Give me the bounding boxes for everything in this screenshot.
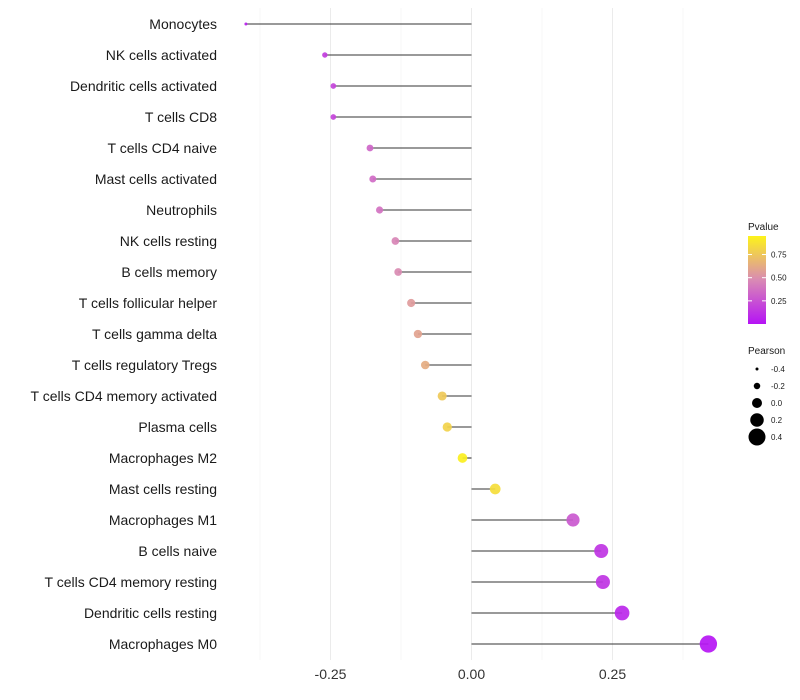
- category-label: T cells regulatory Tregs: [72, 357, 217, 373]
- size-legend-label: 0.2: [771, 416, 783, 425]
- size-legend-label: -0.2: [771, 382, 785, 391]
- category-label: Neutrophils: [146, 202, 217, 218]
- pearson-legend: Pearson -0.4 -0.2 0.0 0.2 0.4: [748, 346, 785, 446]
- lollipop-point: [566, 513, 580, 527]
- category-label: Dendritic cells resting: [84, 605, 217, 621]
- colorbar-tick-label: 0.50: [771, 274, 787, 283]
- lollipop-point: [375, 206, 384, 214]
- category-labels: Monocytes NK cells activated Dendritic cel…: [31, 16, 218, 652]
- lollipop-points: [244, 22, 718, 653]
- lollipop-point: [369, 175, 377, 183]
- category-label: B cells memory: [121, 264, 217, 280]
- lollipop-point: [437, 391, 447, 401]
- lollipop-point: [595, 574, 610, 590]
- category-label: T cells CD4 naive: [108, 140, 218, 156]
- category-label: T cells CD4 memory activated: [31, 388, 217, 404]
- category-label: T cells CD8: [145, 109, 217, 125]
- lollipop-point: [699, 635, 718, 653]
- lollipop-point: [322, 52, 328, 58]
- lollipop-point: [457, 453, 468, 463]
- lollipop-stems: [245, 23, 709, 645]
- size-legend-dot: [755, 367, 759, 371]
- lollipop-point: [330, 83, 337, 89]
- size-legend-dot: [748, 428, 766, 446]
- lollipop-point: [614, 605, 630, 621]
- category-label: Dendritic cells activated: [70, 78, 217, 94]
- size-legend-dot: [750, 413, 764, 427]
- size-legend-label: 0.4: [771, 433, 783, 442]
- lollipop-point: [442, 422, 452, 432]
- size-legend-dot: [753, 382, 761, 390]
- lollipop-point: [407, 298, 416, 308]
- category-label: Monocytes: [149, 16, 217, 32]
- colorbar-tick-label: 0.75: [771, 251, 787, 260]
- size-legend-label: 0.0: [771, 399, 783, 408]
- lollipop-point: [413, 329, 423, 339]
- pvalue-legend: Pvalue 0.25 0.50 0.75: [748, 222, 787, 324]
- category-label: B cells naive: [138, 543, 217, 559]
- pvalue-colorbar: [748, 236, 766, 324]
- pearson-legend-title: Pearson: [748, 346, 785, 357]
- category-label: Plasma cells: [138, 419, 217, 435]
- category-label: NK cells activated: [106, 47, 217, 63]
- lollipop-point: [244, 22, 248, 26]
- lollipop-point: [366, 144, 374, 152]
- category-label: Macrophages M2: [109, 450, 217, 466]
- x-tick-label: 0.25: [599, 666, 626, 682]
- lollipop-point: [594, 543, 609, 559]
- category-label: T cells follicular helper: [79, 295, 218, 311]
- lollipop-point: [394, 268, 403, 276]
- category-label: Macrophages M0: [109, 636, 217, 652]
- size-legend-dot: [752, 398, 762, 408]
- category-label: NK cells resting: [120, 233, 217, 249]
- category-label: Mast cells activated: [95, 171, 217, 187]
- x-tick-label: 0.00: [458, 666, 485, 682]
- lollipop-point: [489, 483, 501, 495]
- size-legend-label: -0.4: [771, 365, 785, 374]
- lollipop-point: [330, 114, 337, 120]
- lollipop-point: [391, 237, 400, 245]
- category-label: T cells CD4 memory resting: [45, 574, 217, 590]
- pvalue-legend-title: Pvalue: [748, 222, 779, 233]
- x-axis-tick-labels: -0.25 0.00 0.25: [315, 666, 627, 682]
- lollipop-point: [420, 360, 430, 370]
- category-label: T cells gamma delta: [92, 326, 217, 342]
- category-label: Macrophages M1: [109, 512, 217, 528]
- category-label: Mast cells resting: [109, 481, 217, 497]
- colorbar-tick-label: 0.25: [771, 297, 787, 306]
- x-tick-label: -0.25: [315, 666, 347, 682]
